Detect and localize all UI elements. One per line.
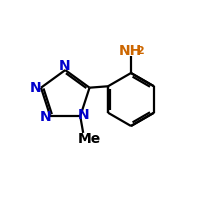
Text: N: N (78, 108, 89, 122)
Text: Me: Me (78, 132, 101, 146)
Text: N: N (30, 81, 42, 95)
Text: 2: 2 (136, 46, 144, 57)
Text: NH: NH (118, 44, 142, 58)
Text: N: N (39, 110, 51, 124)
Text: N: N (59, 59, 70, 73)
